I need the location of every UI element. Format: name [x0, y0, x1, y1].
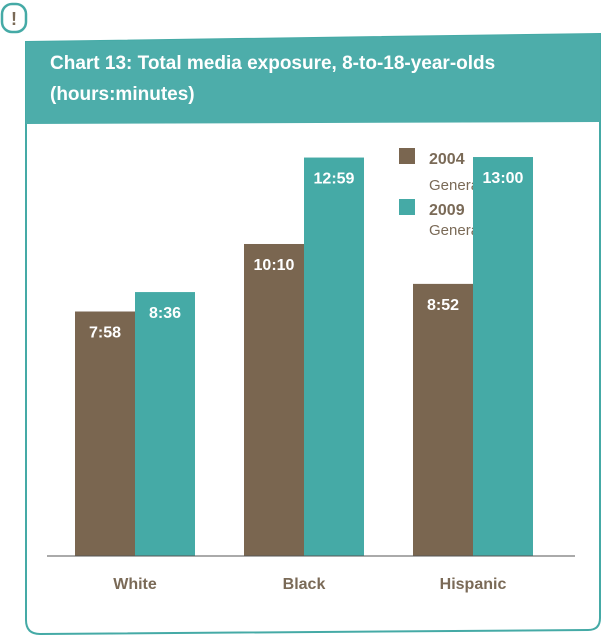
bar-value-label: 13:00	[483, 170, 524, 187]
svg-text:!: !	[11, 9, 17, 29]
bar-value-label: 7:58	[89, 325, 121, 342]
legend-swatch-2009	[399, 199, 415, 215]
bar-white-2004	[75, 311, 135, 556]
bar-value-label: 12:59	[314, 171, 355, 188]
plot-area: 7:58 8:36 White 10:10 12:59 Black 8:52 13:00 His…	[75, 157, 533, 593]
legend-swatch-2004	[399, 148, 415, 164]
chart-subtitle: (hours:minutes)	[50, 84, 195, 105]
category-label-hispanic: Hispanic	[440, 576, 507, 593]
legend-label-2009: 2009	[429, 202, 465, 219]
legend-label-2004: 2004	[429, 151, 465, 168]
bar-black-2004	[244, 243, 304, 556]
title-banner	[26, 34, 600, 124]
bar-white-2009	[135, 292, 195, 556]
chart-title: Chart 13: Total media exposure, 8-to-18-…	[50, 53, 495, 74]
alert-icon: !	[0, 2, 28, 34]
bar-hispanic-2004	[413, 283, 473, 556]
bar-value-label: 8:52	[427, 297, 459, 314]
bar-value-label: 8:36	[149, 305, 181, 322]
bar-hispanic-2009	[473, 157, 533, 556]
category-label-black: Black	[283, 576, 326, 593]
bar-black-2009	[304, 157, 364, 556]
category-label-white: White	[113, 576, 157, 593]
bar-value-label: 10:10	[254, 257, 295, 274]
